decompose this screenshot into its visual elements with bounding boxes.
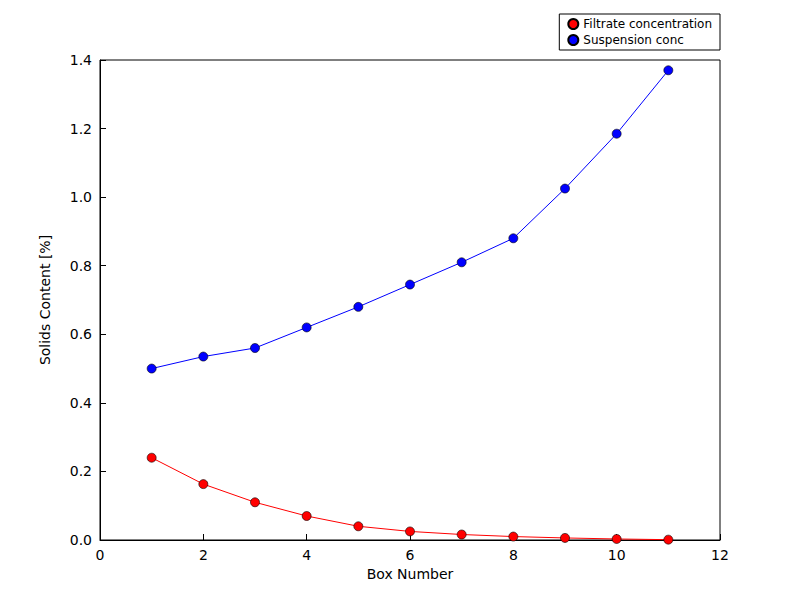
svg-text:Filtrate concentration: Filtrate concentration: [583, 17, 712, 31]
svg-text:1.4: 1.4: [70, 52, 92, 68]
svg-text:Solids Content [%]: Solids Content [%]: [37, 235, 53, 365]
svg-text:1.0: 1.0: [70, 189, 92, 205]
svg-text:0.4: 0.4: [70, 395, 92, 411]
svg-text:0.6: 0.6: [70, 326, 92, 342]
svg-text:0.2: 0.2: [70, 463, 92, 479]
svg-text:12: 12: [711, 547, 729, 563]
svg-text:8: 8: [509, 547, 518, 563]
svg-text:6: 6: [406, 547, 415, 563]
svg-text:Suspension conc: Suspension conc: [583, 33, 684, 47]
svg-text:Box Number: Box Number: [367, 566, 454, 582]
svg-text:2: 2: [199, 547, 208, 563]
svg-text:0: 0: [96, 547, 105, 563]
svg-text:1.2: 1.2: [70, 121, 92, 137]
svg-text:4: 4: [302, 547, 311, 563]
svg-text:0.8: 0.8: [70, 258, 92, 274]
svg-text:10: 10: [608, 547, 626, 563]
svg-text:0.0: 0.0: [70, 532, 92, 548]
